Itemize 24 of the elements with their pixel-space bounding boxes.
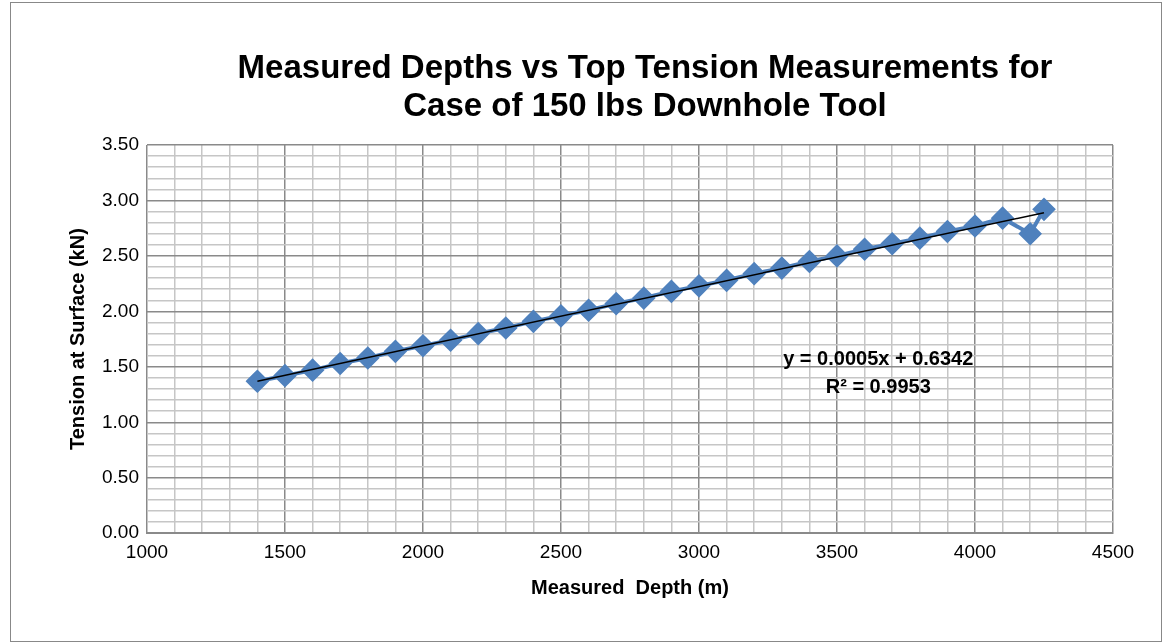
- y-tick-label: 0.00: [102, 521, 139, 543]
- x-tick-label: 2000: [401, 540, 445, 562]
- y-tick-label: 3.00: [102, 188, 139, 210]
- annotation: R² = 0.9953: [825, 375, 931, 398]
- y-tick-label: 1.50: [102, 355, 139, 377]
- x-tick-label: 4000: [953, 540, 997, 562]
- x-tick-label: 2500: [539, 540, 583, 562]
- chart-title: Measured Depths vs Top Tension Measurements for Case of 150 lbs Downhole Tool: [236, 48, 1054, 124]
- point: [1033, 198, 1055, 221]
- x-tick-label: 1000: [125, 540, 169, 562]
- y-tick-label: 3.50: [102, 133, 139, 155]
- y-tick-label: 2.00: [102, 299, 139, 321]
- y-tick-label: 0.50: [102, 465, 139, 487]
- point: [246, 370, 269, 393]
- y-tick-label: 1.00: [102, 410, 139, 432]
- x-axis-title: Measured Depth (m): [531, 575, 729, 598]
- x-tick-label: 4500: [1091, 540, 1135, 562]
- x-tick-label: 3000: [677, 540, 721, 562]
- point: [1019, 222, 1042, 245]
- x-tick-label: 1500: [263, 540, 307, 562]
- y-axis-title: Tension at Surface (kN): [65, 228, 88, 451]
- annotation: y = 0.0005x + 0.6342: [783, 347, 974, 370]
- x-tick-label: 3500: [815, 540, 859, 562]
- y-tick-label: 2.50: [102, 244, 139, 266]
